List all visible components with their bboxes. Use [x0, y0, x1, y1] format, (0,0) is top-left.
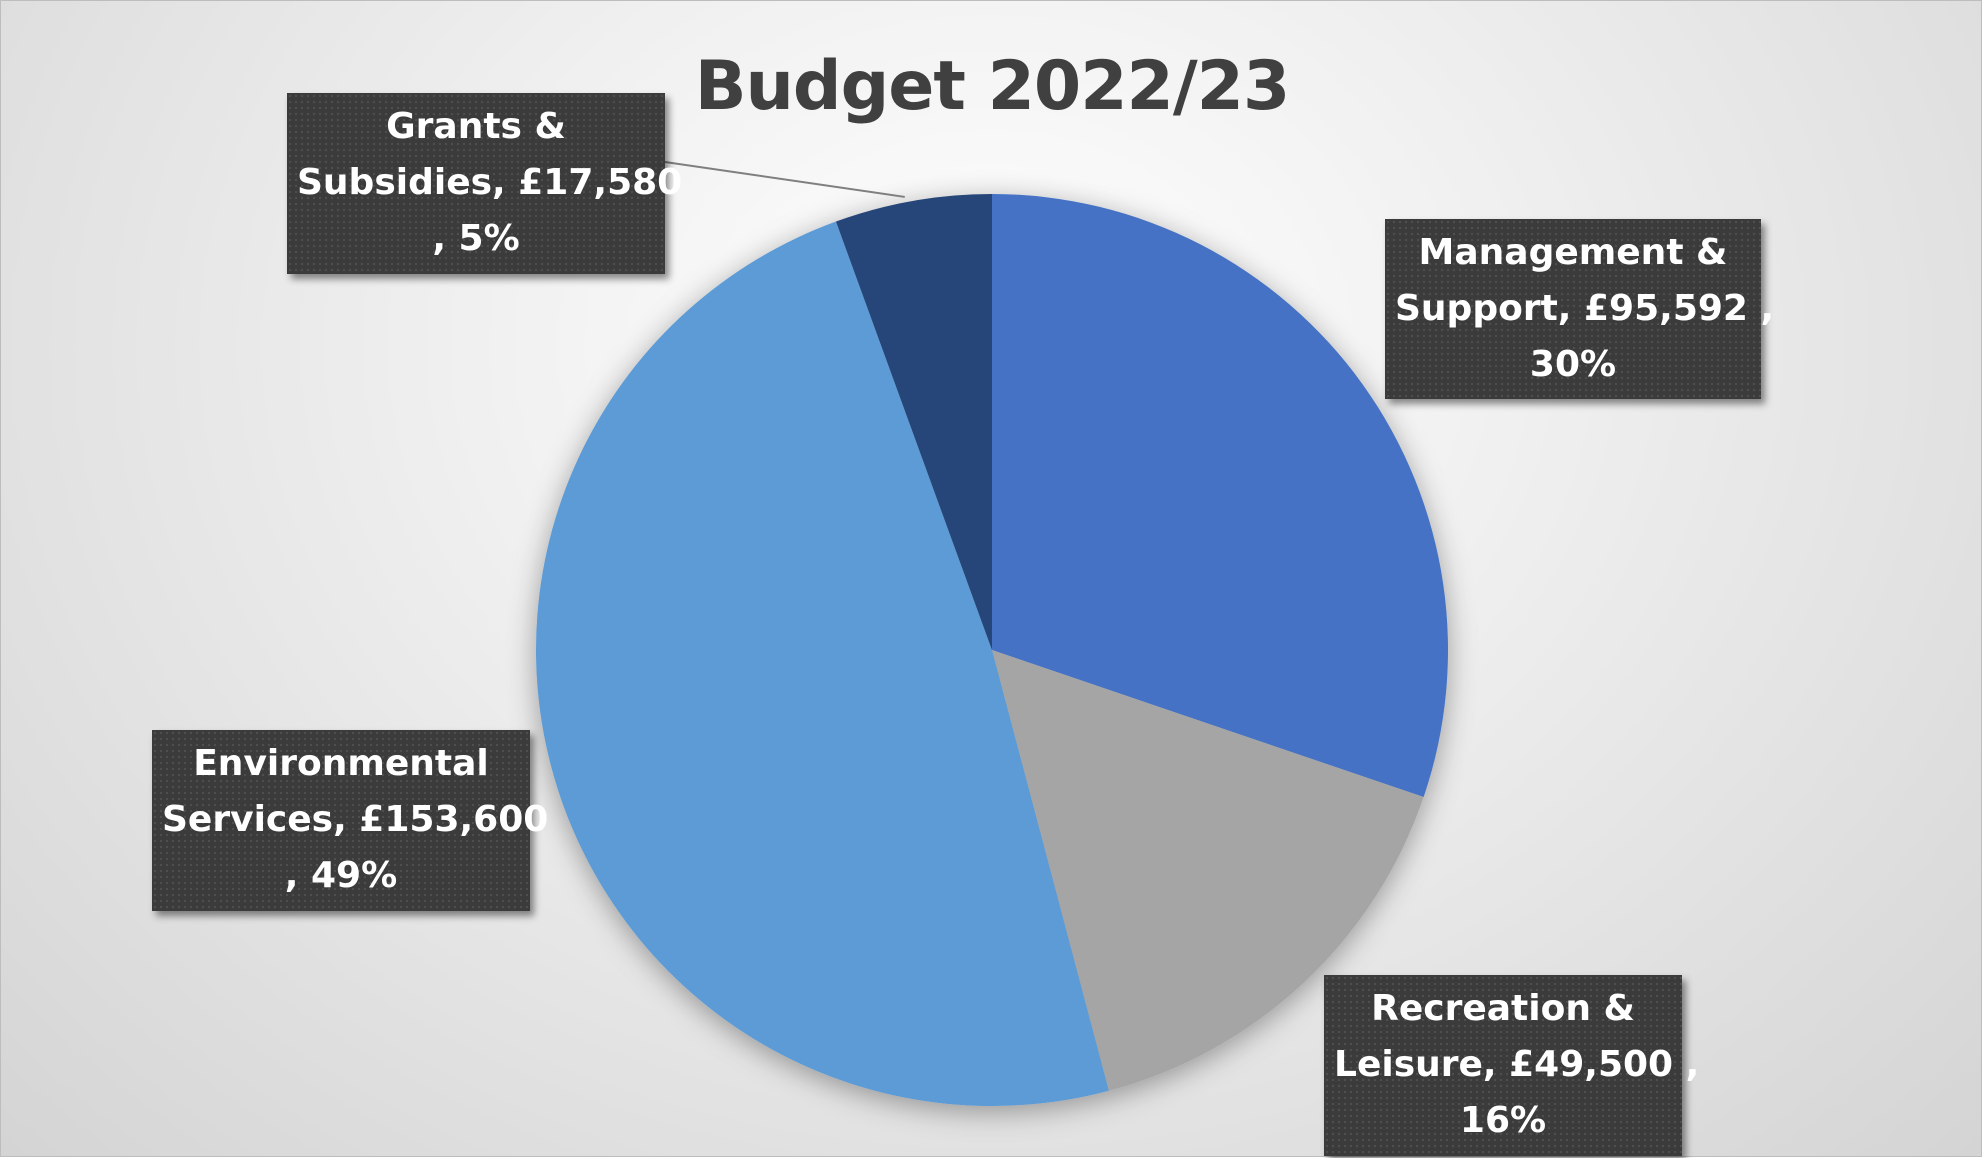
pie-slice-environmental-services [535, 221, 1109, 1107]
pie-slice-grants-subsidies [835, 194, 992, 650]
data-label-recreation-leisure: Recreation & Leisure, £49,500 , 16% [1324, 975, 1699, 1156]
pie-slice-recreation-leisure [992, 650, 1424, 1091]
data-label-environmental-services: Environmental Services, £153,600 , 49% [152, 730, 548, 911]
data-label-grants-subsidies: Grants & Subsidies, £17,580 , 5% [287, 93, 682, 274]
data-label-management-support: Management & Support, £95,592 , 30% [1385, 219, 1774, 399]
pie-slice-management-support [992, 194, 1448, 798]
leader-line-grants-subsidies [664, 161, 905, 198]
chart-title: Budget 2022/23 [694, 47, 1291, 126]
